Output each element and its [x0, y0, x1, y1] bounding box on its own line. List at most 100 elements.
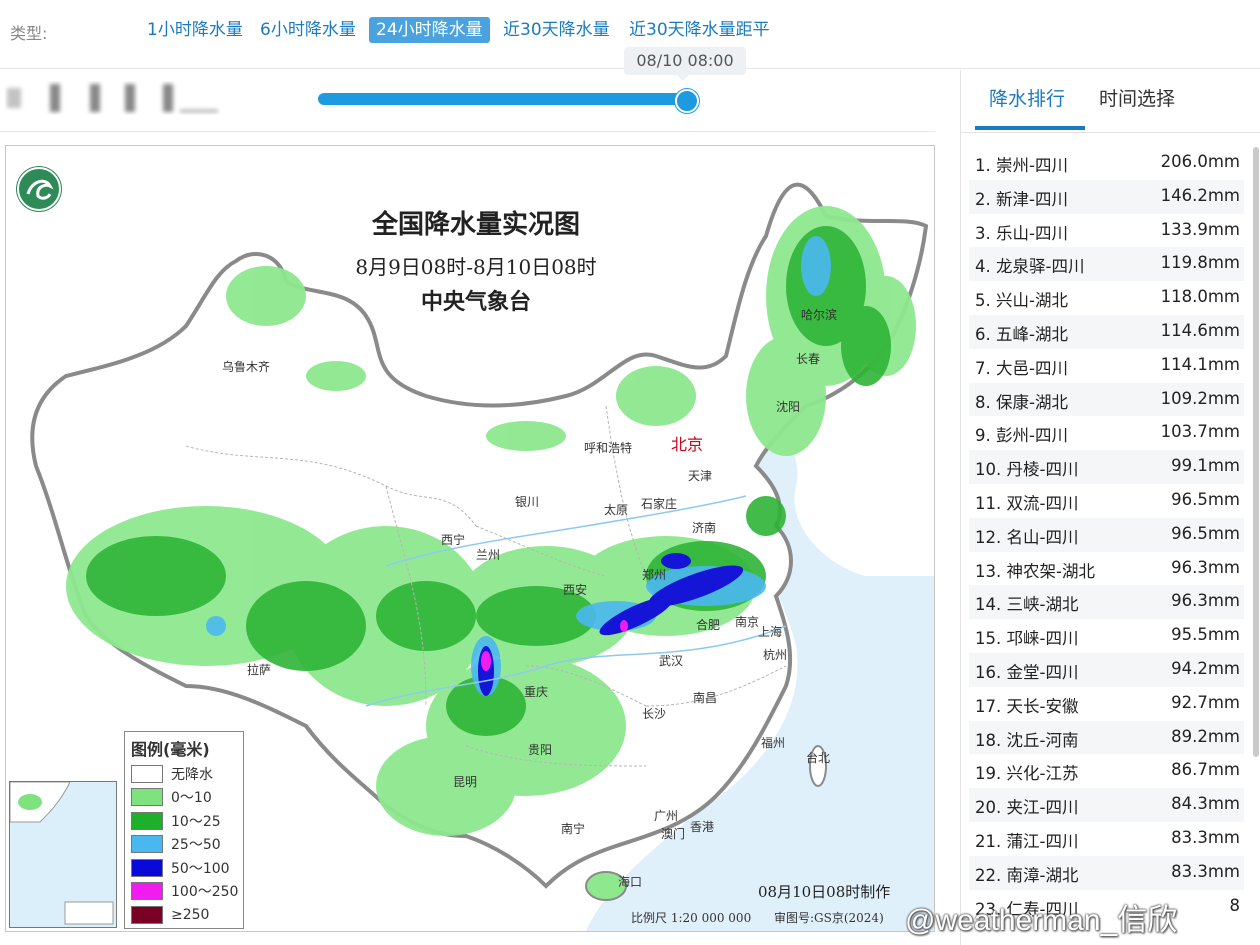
precip-value: 146.2mm — [1160, 185, 1240, 205]
ranking-row[interactable]: 12. 名山-四川 96.5mm — [969, 517, 1244, 552]
legend-swatch — [131, 764, 163, 783]
station-name: 6. 五峰-湖北 — [975, 324, 1068, 344]
city-label: 上海 — [758, 625, 783, 639]
legend-item: 50～100 — [125, 856, 243, 880]
precip-value: 114.1mm — [1160, 354, 1240, 374]
city-label: 呼和浩特 — [584, 441, 633, 455]
map-approval-number: 审图号:GS京(2024) — [774, 911, 884, 925]
time-slider-track[interactable] — [318, 93, 686, 105]
station-name: 16. 金堂-四川 — [975, 662, 1079, 682]
legend-swatch — [131, 788, 163, 807]
time-slider-handle[interactable] — [675, 89, 699, 113]
ranking-row[interactable]: 10. 丹棱-四川 99.1mm — [969, 450, 1244, 484]
legend-label: 0～10 — [171, 790, 212, 807]
precip-value: 8 — [1229, 895, 1241, 915]
station-name: 3. 乐山-四川 — [975, 223, 1068, 243]
legend-swatch — [131, 905, 163, 924]
station-name: 13. 神农架-湖北 — [975, 561, 1095, 581]
ranking-row[interactable]: 3. 乐山-四川 133.9mm — [969, 214, 1244, 248]
ranking-row[interactable]: 1. 崇州-四川 206.0mm — [969, 146, 1244, 180]
type-option-30d-anomaly[interactable]: 近30天降水量距平 — [629, 20, 770, 40]
precip-value: 96.3mm — [1171, 591, 1240, 611]
type-option-1h[interactable]: 1小时降水量 — [147, 20, 243, 40]
ranking-row[interactable]: 5. 兴山-湖北 118.0mm — [969, 281, 1244, 315]
legend-label: 10～25 — [171, 813, 221, 830]
legend-item: 0～10 — [125, 786, 243, 810]
ranking-row[interactable]: 4. 龙泉驿-四川 119.8mm — [969, 247, 1244, 282]
ranking-row[interactable]: 11. 双流-四川 96.5mm — [969, 484, 1244, 518]
ranking-row[interactable]: 13. 神农架-湖北 96.3mm — [969, 552, 1244, 586]
city-label: 澳门 — [661, 827, 686, 841]
ranking-row[interactable]: 18. 沈丘-河南 89.2mm — [969, 720, 1244, 755]
legend-item: ≥250 — [125, 903, 243, 927]
city-label: 杭州 — [763, 648, 788, 662]
ranking-row[interactable]: 9. 彭州-四川 103.7mm — [969, 416, 1244, 450]
station-name: 2. 新津-四川 — [975, 189, 1068, 209]
precip-value: 95.5mm — [1171, 625, 1240, 645]
ranking-row[interactable]: 7. 大邑-四川 114.1mm — [969, 349, 1244, 383]
city-label: 香港 — [690, 820, 715, 834]
ranking-row[interactable]: 15. 邛崃-四川 95.5mm — [969, 619, 1244, 653]
station-name: 15. 邛崃-四川 — [975, 629, 1079, 649]
ranking-row[interactable]: 2. 新津-四川 146.2mm — [969, 179, 1244, 214]
station-name: 14. 三峡-湖北 — [975, 595, 1079, 615]
station-name: 7. 大邑-四川 — [975, 358, 1068, 378]
panel-tabs: 降水排行 时间选择 — [961, 70, 1260, 133]
precip-value: 206.0mm — [1160, 152, 1240, 171]
precip-value: 96.5mm — [1171, 523, 1240, 543]
city-label: 昆明 — [453, 775, 478, 789]
station-name: 12. 名山-四川 — [975, 527, 1079, 547]
ranking-row[interactable]: 17. 天长-安徽 92.7mm — [969, 687, 1244, 721]
ranking-row[interactable]: 20. 夹江-四川 84.3mm — [969, 788, 1244, 822]
city-label: 乌鲁木齐 — [222, 360, 271, 374]
precip-value: 84.3mm — [1171, 794, 1240, 814]
precip-value: 96.5mm — [1171, 489, 1240, 509]
precip-value: 114.6mm — [1160, 320, 1240, 340]
active-tab-indicator — [975, 126, 1085, 130]
station-name: 4. 龙泉驿-四川 — [975, 257, 1085, 277]
ranking-row[interactable]: 23. 仁寿-四川 8 — [969, 890, 1244, 924]
ranking-row[interactable]: 8. 保康-湖北 109.2mm — [969, 382, 1244, 417]
tab-time-select[interactable]: 时间选择 — [1099, 88, 1176, 110]
station-name: 19. 兴化-江苏 — [975, 764, 1079, 784]
ranking-row[interactable]: 6. 五峰-湖北 114.6mm — [969, 314, 1244, 349]
city-label: 银川 — [515, 495, 540, 509]
legend-label: ≥250 — [171, 906, 210, 923]
type-option-30d[interactable]: 近30天降水量 — [503, 20, 610, 40]
divider — [0, 131, 935, 132]
south-china-sea-inset — [9, 781, 117, 928]
legend-swatch — [131, 835, 163, 854]
city-label: 济南 — [692, 521, 717, 535]
city-label: 长沙 — [642, 707, 667, 721]
city-label-capital: 北京 — [671, 435, 704, 454]
ranking-row[interactable]: 14. 三峡-湖北 96.3mm — [969, 585, 1244, 620]
type-option-6h[interactable]: 6小时降水量 — [260, 20, 356, 40]
city-label: 广州 — [654, 809, 679, 823]
legend-swatch — [131, 811, 163, 830]
precip-value: 86.7mm — [1171, 760, 1240, 780]
station-name: 1. 崇州-四川 — [975, 156, 1068, 175]
precip-value: 103.7mm — [1160, 422, 1240, 442]
ranking-row[interactable]: 16. 金堂-四川 94.2mm — [969, 652, 1244, 687]
legend-swatch — [131, 882, 163, 901]
ranking-row[interactable]: 22. 南漳-湖北 83.3mm — [969, 855, 1244, 890]
ranking-row[interactable]: 21. 蒲江-四川 83.3mm — [969, 822, 1244, 856]
ranking-scrollbar[interactable] — [1253, 147, 1259, 757]
city-label: 重庆 — [524, 685, 549, 699]
precip-type-bar: 类型: 1小时降水量 6小时降水量 24小时降水量 近30天降水量 近30天降水… — [0, 0, 1260, 69]
type-option-24h[interactable]: 24小时降水量 — [369, 17, 490, 43]
legend-item: 25～50 — [125, 833, 243, 857]
legend-item: 无降水 — [125, 762, 243, 786]
station-name: 9. 彭州-四川 — [975, 426, 1068, 446]
legend-item: 10～25 — [125, 809, 243, 833]
legend-label: 25～50 — [171, 837, 221, 854]
legend-swatch — [131, 858, 163, 877]
ranking-row[interactable]: 19. 兴化-江苏 86.7mm — [969, 754, 1244, 788]
city-label: 台北 — [806, 751, 831, 765]
station-name: 5. 兴山-湖北 — [975, 291, 1068, 311]
map-title: 全国降水量实况图 — [371, 210, 580, 240]
map-agency: 中央气象台 — [420, 289, 531, 315]
legend-label: 50～100 — [171, 860, 230, 877]
station-name: 20. 夹江-四川 — [975, 798, 1079, 818]
tab-precip-ranking[interactable]: 降水排行 — [989, 88, 1066, 110]
